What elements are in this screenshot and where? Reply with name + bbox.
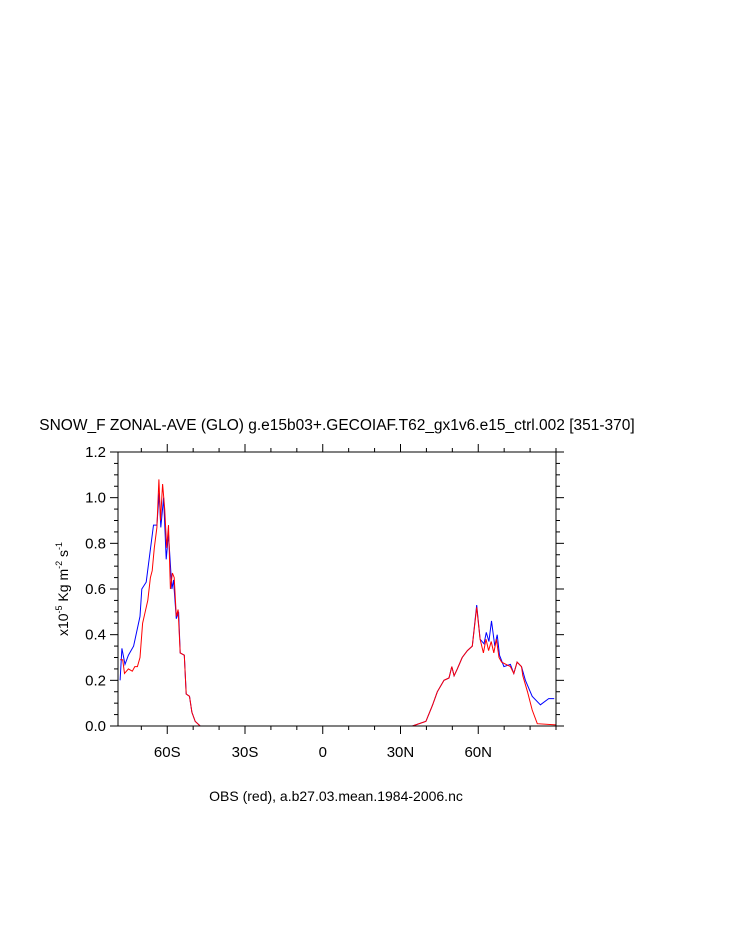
series-line-red <box>120 479 557 727</box>
series-layer <box>119 479 557 727</box>
plot-frame <box>117 451 557 727</box>
tick-labels: 60S 30S 0 30N 60N 0.0 0.2 0.4 0.6 0.8 1.0 1.2 <box>85 444 492 761</box>
x-tick-label: 30S <box>232 744 259 761</box>
y-tick-label: 0.4 <box>85 627 106 644</box>
x-tick-label: 60S <box>154 744 181 761</box>
y-tick-label: 0.0 <box>85 718 106 735</box>
chart-footer: OBS (red), a.b27.03.mean.1984-2006.nc <box>209 788 463 804</box>
series-line-blue <box>119 493 555 727</box>
y-tick-label: 1.0 <box>85 490 106 507</box>
chart-title: SNOW_F ZONAL-AVE (GLO) g.e15b03+.GECOIAF… <box>39 417 634 434</box>
ticks-layer <box>110 444 564 734</box>
y-tick-label: 0.2 <box>85 672 106 689</box>
x-tick-label: 0 <box>319 744 327 761</box>
y-axis-label: x10-5 Kg m-2 s-1 <box>54 542 71 636</box>
y-tick-label: 0.8 <box>85 535 106 552</box>
y-tick-label: 1.2 <box>85 444 106 461</box>
x-tick-label: 30N <box>387 744 415 761</box>
x-tick-label: 60N <box>464 744 492 761</box>
y-tick-label: 0.6 <box>85 581 106 598</box>
